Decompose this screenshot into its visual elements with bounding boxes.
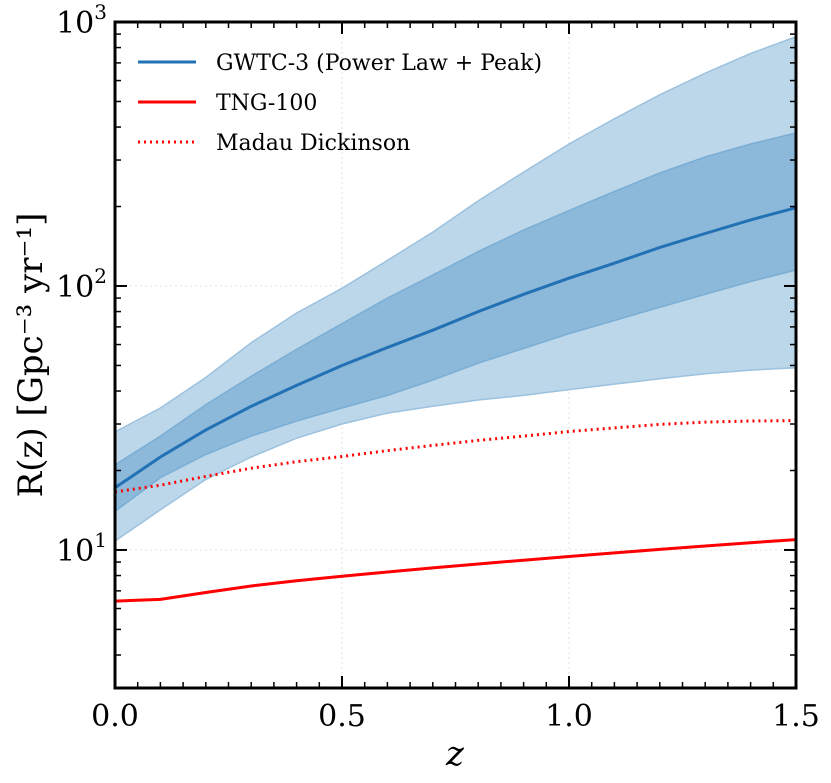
x-tick-label: 1.0 <box>545 699 593 734</box>
x-axis-label: z <box>445 734 465 774</box>
x-tick-label: 0.0 <box>91 699 139 734</box>
gwtc-median-line <box>114 206 797 490</box>
y-tick-exponent: 3 <box>94 0 107 24</box>
legend: GWTC-3 (Power Law + Peak) TNG-100 Madau … <box>138 51 542 156</box>
tng-100-line <box>114 538 797 603</box>
legend-label-tng: TNG-100 <box>216 91 317 116</box>
lines <box>114 206 797 603</box>
y-tick-label: 103 <box>56 0 107 41</box>
y-tick-exponent: 2 <box>94 264 107 288</box>
y-tick-label: 102 <box>56 264 107 305</box>
legend-label-gwtc: GWTC-3 (Power Law + Peak) <box>216 51 542 76</box>
y-tick-exponent: 1 <box>94 528 107 552</box>
ticks <box>114 21 797 689</box>
x-tick-label: 0.5 <box>318 699 366 734</box>
madau-dickinson-line <box>114 419 797 494</box>
x-tick-label: 1.5 <box>772 699 820 734</box>
y-tick-label: 101 <box>56 528 107 569</box>
legend-label-madau: Madau Dickinson <box>216 131 410 156</box>
y-axis-label: R(z) [Gpc⁻³ yr⁻¹] <box>11 213 51 498</box>
